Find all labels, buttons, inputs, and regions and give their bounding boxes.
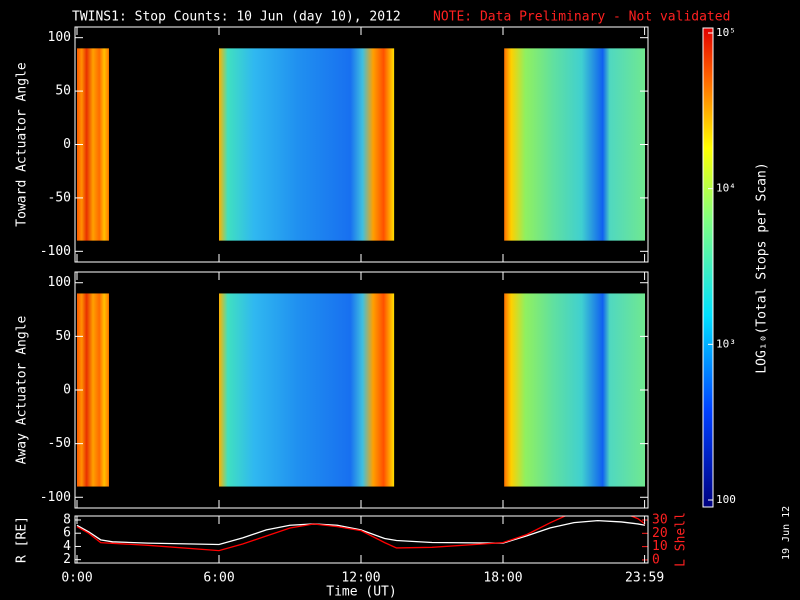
y-tick-label: 6 (63, 526, 71, 541)
line-group (76, 516, 646, 552)
y-axis-label: R [RE] (15, 516, 30, 563)
y2-tick-label: 0 (652, 552, 660, 567)
note: NOTE: Data Preliminary - Not validated (433, 10, 730, 25)
y-tick-label: 0 (63, 383, 71, 398)
spectrogram-block (504, 48, 645, 241)
x-tick-label: 0:00 (61, 571, 92, 586)
y-axis-label: Toward Actuator Angle (15, 62, 30, 227)
y-tick-label: 4 (63, 539, 71, 554)
colorbar-tick-label: 10⁴ (716, 182, 736, 195)
chart-title: TWINS1: Stop Counts: 10 Jun (day 10), 20… (72, 10, 401, 25)
x-tick-label: 18:00 (483, 571, 522, 586)
y-tick-label: 50 (55, 329, 71, 344)
spectrogram-block (504, 293, 645, 487)
x-axis-label: Time (UT) (326, 585, 396, 600)
y-axis-label: Away Actuator Angle (15, 315, 30, 464)
series-line (76, 516, 646, 552)
y-tick-label: 2 (63, 552, 71, 567)
colorbar-tick-label: 10³ (716, 337, 736, 350)
colorbar-tick-label: 10⁵ (716, 26, 736, 39)
series-line (76, 519, 646, 546)
y-tick-label: -100 (40, 490, 71, 505)
date-stamp: 19 Jun 12 (781, 506, 792, 560)
y-tick-label: 100 (48, 30, 71, 45)
y-tick-label: 100 (48, 275, 71, 290)
spectrogram-block (219, 293, 395, 487)
y-tick-label: 8 (63, 512, 71, 527)
y-tick-label: -100 (40, 244, 71, 259)
colorbar-frame (702, 27, 714, 508)
y2-tick-label: 10 (652, 539, 668, 554)
y-tick-label: 0 (63, 137, 71, 152)
spectrogram-block (219, 48, 395, 241)
colorbar-label: LOG₁₀(Total Stops per Scan) (755, 162, 770, 373)
y2-axis-label: L Shell (674, 512, 689, 567)
x-tick-label: 6:00 (203, 571, 234, 586)
colorbar-tick-label: 100 (716, 493, 736, 506)
x-tick-label: 23:59 (625, 571, 664, 586)
y-tick-label: -50 (48, 190, 71, 205)
y2-tick-label: 30 (652, 512, 668, 527)
y-tick-label: 50 (55, 84, 71, 99)
y2-tick-label: 20 (652, 526, 668, 541)
colorbar (703, 28, 713, 507)
y-tick-label: -50 (48, 436, 71, 451)
x-tick-label: 12:00 (341, 571, 380, 586)
